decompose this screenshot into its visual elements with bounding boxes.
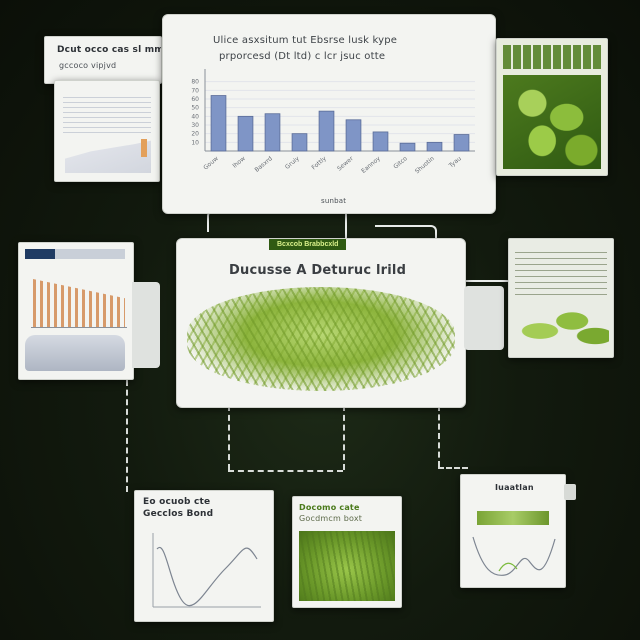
y-tick-label: 60 — [191, 96, 199, 103]
left-middle-axis — [31, 327, 127, 328]
center-plant-illustration — [187, 287, 455, 391]
right-middle-plant — [517, 301, 609, 351]
dash-center-mid — [343, 405, 345, 470]
right-side-tab — [464, 286, 504, 350]
bottom-right-title: Iuaatlan — [495, 483, 534, 492]
bar — [318, 110, 335, 152]
y-tick-label: 30 — [191, 122, 199, 129]
bar — [372, 131, 389, 152]
bottom-right-card: Iuaatlan — [460, 474, 566, 588]
top-left-mini-chart — [54, 80, 160, 182]
main-chart-card: Ulice asxsitum tut Ebsrse lusk kype prpo… — [162, 14, 496, 214]
main-chart-footer: sunbat — [321, 197, 347, 205]
bar — [453, 134, 470, 152]
x-tick-label: Basxrd — [253, 155, 273, 174]
bottom-left-title-line2: Gecclos Bond — [143, 509, 214, 519]
dash-left-vertical — [126, 380, 128, 492]
dash-center-left — [228, 405, 230, 470]
bar — [426, 141, 443, 152]
connector-top-right-2 — [375, 225, 437, 241]
left-middle-chart-card — [18, 242, 134, 380]
x-tick-label: Gouw — [202, 155, 220, 171]
top-right-header-band — [503, 45, 601, 69]
bar — [291, 133, 308, 152]
top-left-label-line1: Dcut occo cas sl mm — [57, 45, 162, 55]
hdash-center — [228, 470, 343, 472]
bottom-right-line-plot — [472, 536, 556, 576]
x-tick-label: Sewer — [336, 155, 355, 173]
bottom-left-title-line1: Eo ocuob cte — [143, 497, 211, 507]
bar — [264, 113, 281, 152]
x-tick-label: Tyau — [447, 155, 463, 170]
left-middle-header — [25, 249, 125, 259]
main-chart-title-line1: Ulice asxsitum tut Ebsrse lusk kype — [213, 35, 398, 46]
right-middle-card — [508, 238, 614, 358]
connector-right — [463, 260, 508, 282]
center-title: Ducusse A Deturuc lrild — [229, 263, 407, 278]
bottom-right-side-tab — [564, 484, 576, 500]
right-middle-text-lines — [515, 247, 607, 297]
bar — [345, 119, 362, 152]
y-tick-label: 40 — [191, 113, 199, 120]
main-chart-title-line2: prporcesd (Dt ltd) c lcr jsuc otte — [219, 51, 386, 62]
mini-area-shape — [65, 140, 151, 173]
dash-right-vertical — [438, 405, 440, 467]
y-tick-label: 10 — [191, 139, 199, 146]
center-badge: Bcxcob Brabbcxld — [269, 239, 347, 250]
bar — [210, 95, 227, 152]
top-right-plant-card — [496, 38, 608, 176]
plant-illustration — [503, 75, 601, 169]
top-left-label-card: Dcut occo cas sl mm gccoco vipjvd — [44, 36, 162, 84]
bottom-middle-card: Docomo cate Gocdmcm boxt — [292, 496, 402, 608]
x-tick-label: Gruiy — [284, 155, 301, 171]
connector-top-right — [345, 210, 347, 238]
bottom-right-band — [477, 511, 549, 525]
y-tick-label: 50 — [191, 105, 199, 112]
bottom-middle-title-line1: Docomo cate — [299, 503, 360, 512]
x-tick-label: Fottly — [310, 155, 328, 171]
hdash-right — [438, 467, 468, 469]
bottom-left-card: Eo ocuob cte Gecclos Bond — [134, 490, 274, 622]
bar — [399, 142, 416, 152]
bottom-middle-plant — [299, 531, 395, 601]
bar — [237, 115, 254, 152]
center-card: Bcxcob Brabbcxld Ducusse A Deturuc lrild — [176, 238, 466, 408]
mini-table-lines — [63, 93, 151, 133]
left-side-tab — [132, 282, 160, 368]
x-tick-label: Ihow — [231, 155, 246, 170]
x-tick-label: Gitco — [392, 155, 409, 171]
bottom-left-line-plot — [152, 533, 261, 608]
y-tick-label: 70 — [191, 87, 199, 94]
x-tick-label: Eannoy — [360, 155, 382, 175]
y-tick-label: 20 — [191, 131, 199, 138]
bottom-middle-title-line2: Gocdmcm boxt — [299, 514, 363, 523]
x-tick-label: Shuotin — [414, 155, 436, 175]
left-middle-bars — [33, 279, 125, 327]
top-left-label-line2: gccoco vipjvd — [59, 61, 117, 70]
mini-accent-bar — [141, 139, 147, 157]
y-tick-label: 80 — [191, 79, 199, 86]
left-middle-ribbon — [25, 335, 125, 371]
